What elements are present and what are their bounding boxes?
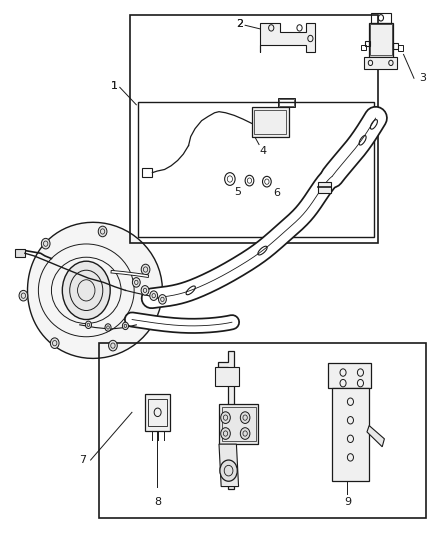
Bar [130,14,378,243]
Text: 4: 4 [259,146,266,156]
Circle shape [19,290,28,301]
Bar [148,399,167,425]
Text: 1: 1 [111,81,118,91]
Circle shape [41,238,50,249]
Circle shape [132,278,140,287]
Bar [318,182,331,193]
Circle shape [62,261,110,319]
Bar [138,102,374,237]
Bar [369,22,393,57]
Circle shape [159,295,166,304]
Circle shape [150,291,158,301]
Text: 6: 6 [273,188,280,198]
Bar [364,57,396,69]
Bar [371,13,391,22]
Bar [252,108,289,136]
Bar [279,100,294,106]
Bar [141,168,152,177]
Bar [15,249,25,257]
Polygon shape [332,389,369,481]
Bar [278,98,295,108]
Text: 2: 2 [236,19,243,29]
Circle shape [85,321,92,328]
Text: 3: 3 [419,73,426,83]
Polygon shape [367,425,385,447]
Text: 1: 1 [111,81,118,91]
Circle shape [141,264,150,275]
Circle shape [221,412,230,423]
Polygon shape [218,351,234,489]
Bar [145,394,170,431]
Polygon shape [28,222,162,358]
Bar [99,343,426,519]
Circle shape [141,286,149,295]
Text: 2: 2 [236,19,243,29]
Text: 9: 9 [344,497,351,507]
Text: 8: 8 [155,497,162,507]
Bar [361,45,366,50]
Text: 7: 7 [79,455,86,465]
Bar [219,405,258,444]
Circle shape [240,412,250,423]
Circle shape [122,322,128,329]
Bar [398,45,403,51]
Bar [254,110,286,134]
Polygon shape [215,367,239,386]
Circle shape [221,427,230,439]
Polygon shape [260,22,315,52]
Bar [222,407,255,441]
Bar [371,24,392,55]
Polygon shape [328,363,371,389]
Circle shape [240,427,250,439]
Circle shape [105,324,111,331]
Polygon shape [219,444,239,487]
Circle shape [50,338,59,349]
Circle shape [98,226,107,237]
Text: 5: 5 [234,187,241,197]
Circle shape [220,460,237,481]
Circle shape [109,340,117,351]
